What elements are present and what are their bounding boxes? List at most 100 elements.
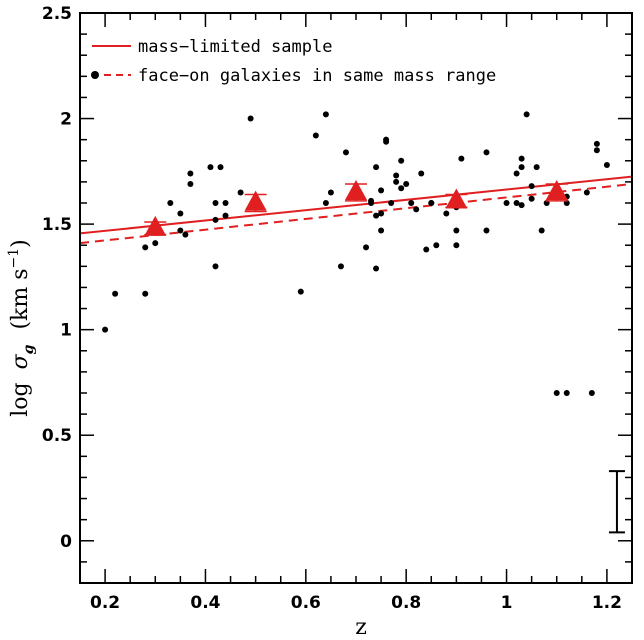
scatter-point [322,200,329,206]
scatter-point [388,200,395,206]
scatter-point [383,136,390,143]
scatter-point [553,390,560,396]
scatter-point [378,187,385,194]
fit-line-mass-limited [79,175,633,235]
y-axis-label-units-close: ) [8,239,33,248]
scatter-point [182,231,189,238]
y-axis-label-symbol: σ [8,353,33,369]
scatter-point [398,185,405,192]
scatter-point [217,164,224,171]
x-tick-label: 1.2 [592,593,622,613]
scatter-point [453,242,460,249]
scatter-point [222,200,229,206]
scatter-point [483,227,490,234]
scatter-point [593,147,600,154]
scatter-point [563,390,570,396]
scatter-point [378,210,385,217]
scatter-point [112,290,119,297]
scatter-point [513,200,520,206]
scatter-point [187,181,194,187]
scatter-point [378,227,385,234]
scatter-point [312,132,319,139]
tick-marks [79,12,633,584]
scatter-point [373,164,380,171]
plot-frame [79,12,633,584]
scatter-point [247,115,254,122]
scatter-point [538,227,545,234]
scatter-point [458,155,465,162]
scatter-point [413,206,420,213]
y-tick-label: 2 [60,110,72,130]
y-axis-label-subscript: g [21,344,37,354]
scatter-point [187,170,194,177]
y-tick-label: 0.5 [42,426,72,446]
fit-lines [79,175,633,245]
scatter-point [398,157,405,164]
scatter-point [423,246,430,253]
scatter-point [453,227,460,234]
scatter-point [363,244,370,251]
y-axis-label-units-open: (km s [8,268,33,329]
scatter-point [142,290,149,297]
error-bar-scale [608,470,625,534]
scatter-point [483,149,490,156]
scatter-point [513,170,520,177]
fit-line-face-on [79,183,633,245]
scatter-point [142,244,149,251]
y-tick-labels: 0 0.5 1 1.5 2 2.5 [42,4,72,552]
y-axis-label-prefix: log [8,382,33,416]
scatter-point [393,172,400,179]
y-tick-label: 1 [60,321,72,341]
scatter-point [212,263,219,270]
x-tick-label: 0.6 [291,593,321,613]
y-axis-label: log σg (km s−1) [6,239,39,417]
scatter-point [433,242,440,249]
legend-dot-marker [91,71,99,79]
scatter-point [503,200,510,206]
scatter-point [393,178,400,185]
x-axis-label: z [355,615,367,640]
scatter-point [207,164,214,171]
scatter-point [593,140,600,147]
x-tick-label: 0.2 [90,593,120,613]
x-tick-label: 0.8 [391,593,421,613]
scatter-point [443,210,450,217]
scatter-point [177,210,184,217]
scatter-point [533,164,540,171]
scatter-point [373,265,380,272]
mean-triangle [445,188,468,209]
mean-triangle [144,215,167,236]
scatter-point [583,189,590,196]
scatter-point [327,189,334,196]
scatter-point [518,202,525,209]
scatter-point [177,227,184,234]
scatter-point [212,200,219,206]
scatter-points [102,111,610,396]
scatter-point [222,212,229,219]
scatter-point [212,216,219,223]
scatter-point [523,111,530,118]
x-tick-labels: 0.2 0.4 0.6 0.8 1 1.2 [90,593,622,613]
scatter-point [167,200,174,206]
y-tick-label: 0 [60,532,72,552]
y-axis-label-units-exp: −1 [6,248,22,269]
y-tick-label: 2.5 [42,4,72,24]
scatter-point [237,189,244,196]
mean-triangle [244,190,267,211]
scatter-point [528,183,535,190]
y-tick-label: 1.5 [42,215,72,235]
binned-means [144,180,568,236]
scatter-point [603,162,610,168]
scatter-point [518,164,525,171]
legend-label-mass-limited: mass−limited sample [138,37,332,57]
scatter-point [518,155,525,162]
scatter-point [373,212,380,219]
scatter-point [428,200,435,206]
scatter-point [408,200,415,206]
scatter-point [588,390,595,396]
mean-triangle [545,180,568,201]
legend: mass−limited sample face−on galaxies in … [91,37,496,86]
legend-label-face-on: face−on galaxies in same mass range [138,66,496,86]
scatter-point [152,240,159,247]
